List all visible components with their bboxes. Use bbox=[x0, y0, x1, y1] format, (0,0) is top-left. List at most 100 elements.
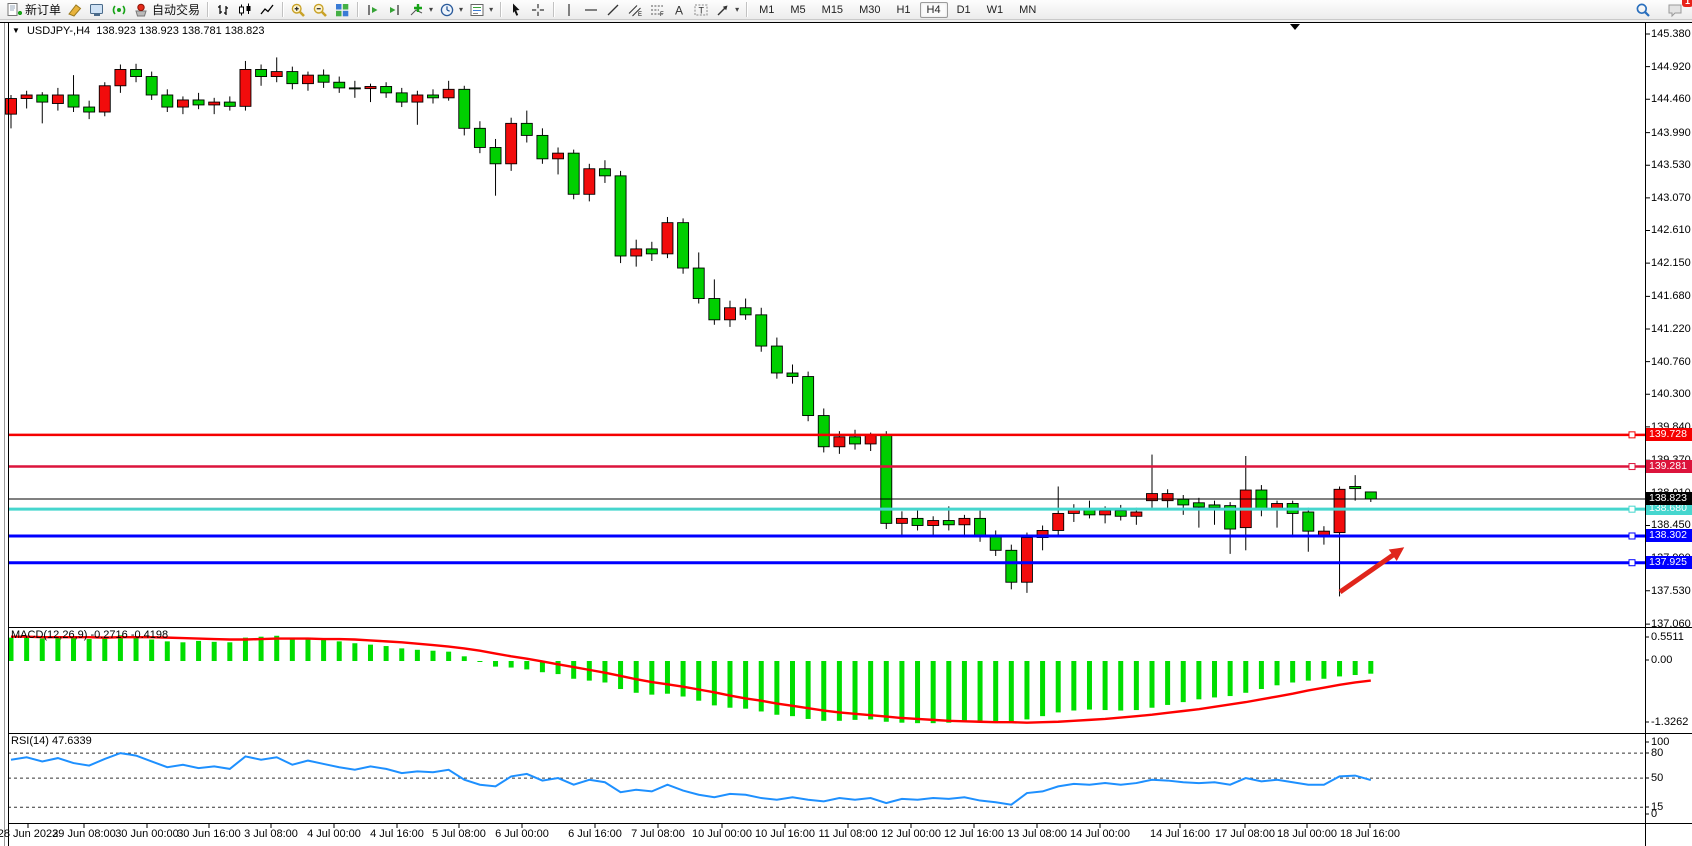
search-button[interactable] bbox=[1632, 1, 1654, 19]
toolbar-separator bbox=[500, 2, 502, 17]
zoom-out-button[interactable] bbox=[309, 1, 331, 19]
macd-histogram-bar bbox=[758, 661, 764, 712]
macd-histogram-bar bbox=[711, 661, 717, 706]
candle bbox=[36, 94, 49, 103]
timeframe-m15[interactable]: M15 bbox=[821, 3, 844, 16]
indicators-button[interactable]: ▾ bbox=[406, 1, 436, 19]
macd-histogram-bar bbox=[133, 636, 139, 661]
candle bbox=[192, 99, 205, 106]
timeframe-h1[interactable]: H1 bbox=[896, 3, 911, 16]
candle bbox=[849, 436, 861, 445]
macd-histogram-bar bbox=[8, 637, 14, 661]
candle bbox=[1021, 537, 1033, 583]
shift-chart-button[interactable] bbox=[362, 1, 384, 19]
tile-windows-button[interactable] bbox=[331, 1, 353, 19]
toolbar-separator bbox=[746, 2, 748, 17]
trend-arrow-head bbox=[1388, 547, 1405, 562]
macd-histogram-bar bbox=[24, 636, 30, 661]
autotrade-icon bbox=[135, 3, 147, 16]
candle bbox=[161, 94, 174, 108]
text-label-button[interactable]: T bbox=[690, 1, 712, 19]
new-order-button[interactable]: 新订单 bbox=[3, 1, 64, 19]
fibonacci-button[interactable]: F bbox=[646, 1, 668, 19]
macd-histogram-bar bbox=[477, 661, 483, 662]
svg-text:F: F bbox=[660, 12, 664, 18]
trend-arrow bbox=[1338, 550, 1398, 595]
candle bbox=[1333, 488, 1346, 534]
toolbar-right-tools: 1 bbox=[1632, 0, 1692, 19]
macd-histogram-bar bbox=[1290, 661, 1296, 683]
trendline-button[interactable] bbox=[602, 1, 624, 19]
candle bbox=[317, 74, 330, 83]
macd-histogram-bar bbox=[1040, 661, 1046, 717]
crosshair-button[interactable] bbox=[527, 1, 549, 19]
timeframe-m1[interactable]: M1 bbox=[759, 3, 775, 16]
chat-button[interactable]: 1 bbox=[1664, 0, 1692, 19]
timeframe-h4[interactable]: H4 bbox=[919, 1, 948, 18]
macd-histogram-bar bbox=[305, 639, 311, 661]
candle bbox=[911, 517, 924, 526]
candle bbox=[442, 88, 455, 99]
macd-histogram-bar bbox=[649, 661, 655, 695]
timeframe-m5[interactable]: M5 bbox=[790, 3, 806, 16]
candle bbox=[270, 71, 283, 78]
candle-chart-button[interactable] bbox=[234, 1, 256, 19]
vertical-line-button[interactable] bbox=[558, 1, 580, 19]
candle bbox=[208, 101, 221, 106]
text-button[interactable]: A bbox=[668, 1, 690, 19]
toolbar-separator bbox=[282, 2, 284, 17]
macd-histogram-bar bbox=[1071, 661, 1077, 711]
macd-histogram-bar bbox=[743, 661, 749, 709]
candle bbox=[1146, 493, 1158, 502]
line-chart-button[interactable] bbox=[256, 1, 278, 19]
timeframe-d1[interactable]: D1 bbox=[956, 3, 971, 16]
candle bbox=[630, 248, 643, 257]
candle bbox=[333, 81, 346, 89]
macd-histogram-bar bbox=[633, 661, 639, 693]
periods-button[interactable]: ▾ bbox=[436, 1, 466, 19]
signals-button[interactable] bbox=[108, 1, 130, 19]
arrow-objects-button[interactable]: ▾ bbox=[712, 1, 742, 19]
timeframe-mn[interactable]: MN bbox=[1019, 3, 1037, 16]
macd-histogram-bar bbox=[774, 661, 780, 715]
indicators-icon bbox=[410, 3, 423, 15]
macd-histogram-bar bbox=[211, 641, 217, 661]
styler-button[interactable] bbox=[64, 1, 86, 19]
candle bbox=[1192, 502, 1205, 508]
macd-histogram-bar bbox=[86, 639, 92, 661]
candle bbox=[645, 248, 658, 255]
macd-histogram-bar bbox=[539, 661, 545, 673]
line-handle bbox=[1628, 431, 1636, 439]
timeframe-w1[interactable]: W1 bbox=[986, 3, 1004, 16]
shift-end-button[interactable] bbox=[384, 1, 406, 19]
bar-chart-button[interactable] bbox=[212, 1, 234, 19]
channel-icon: E bbox=[628, 4, 642, 18]
templates-button[interactable]: ▾ bbox=[466, 1, 496, 19]
macd-histogram-bar bbox=[1196, 661, 1202, 700]
autotrading-button[interactable]: 自动交易 bbox=[130, 1, 203, 19]
zoom-in-button[interactable] bbox=[287, 1, 309, 19]
candle bbox=[130, 69, 142, 78]
equidistant-channel-button[interactable]: E bbox=[624, 1, 646, 19]
macd-histogram-bar bbox=[805, 661, 811, 719]
horizontal-line-button[interactable] bbox=[580, 1, 602, 19]
macd-histogram-bar bbox=[1165, 661, 1171, 705]
macd-histogram-bar bbox=[1149, 661, 1155, 708]
macd-histogram-bar bbox=[1133, 661, 1139, 711]
terminal-button[interactable] bbox=[86, 1, 108, 19]
chevron-down-icon: ▾ bbox=[459, 5, 464, 14]
macd-histogram-bar bbox=[180, 642, 186, 661]
candle bbox=[458, 88, 471, 129]
toolbar-separator bbox=[553, 2, 555, 17]
cursor-button[interactable] bbox=[505, 1, 527, 19]
doc-plus-icon bbox=[7, 2, 22, 16]
macd-histogram-bar bbox=[1008, 661, 1014, 723]
timeframe-m30[interactable]: M30 bbox=[859, 3, 881, 16]
macd-histogram-bar bbox=[883, 661, 889, 722]
candle bbox=[1130, 511, 1143, 517]
text-icon: A bbox=[675, 3, 683, 17]
candle bbox=[1036, 530, 1049, 538]
macd-histogram-bar bbox=[1212, 661, 1218, 698]
candle bbox=[567, 152, 580, 195]
